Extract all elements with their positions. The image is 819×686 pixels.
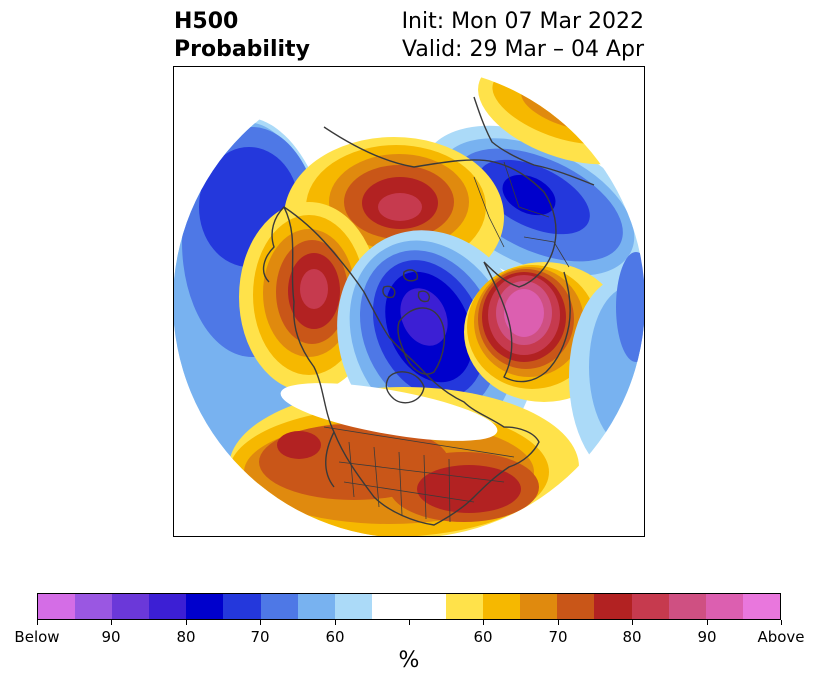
colorbar-tick bbox=[558, 620, 559, 625]
colorbar-segment bbox=[223, 594, 261, 619]
colorbar-tick-label: 60 bbox=[325, 628, 345, 646]
colorbar-tick bbox=[186, 620, 187, 625]
anomaly-below-north-atlantic bbox=[569, 252, 644, 477]
colorbar-tick bbox=[260, 620, 261, 625]
colorbar-segment bbox=[668, 594, 706, 619]
colorbar-segment bbox=[334, 594, 372, 619]
state-borders bbox=[323, 161, 570, 523]
colorbar-segment bbox=[483, 594, 521, 619]
colorbar-tick-label: Above bbox=[757, 628, 805, 646]
colorbar-segment bbox=[149, 594, 187, 619]
colorbar-tick bbox=[707, 620, 708, 625]
colorbar-tick bbox=[483, 620, 484, 625]
colorbar-segment bbox=[112, 594, 150, 619]
colorbar-segment bbox=[297, 594, 335, 619]
colorbar-segment bbox=[742, 594, 780, 619]
title-right: Init: Mon 07 Mar 2022 Valid: 29 Mar – 04… bbox=[402, 8, 644, 64]
colorbar-segment bbox=[371, 594, 409, 619]
colorbar-tick bbox=[409, 620, 410, 625]
colorbar-tick-label: 80 bbox=[622, 628, 642, 646]
colorbar-segment bbox=[75, 594, 113, 619]
colorbar-segment bbox=[705, 594, 743, 619]
colorbar-segment bbox=[186, 594, 224, 619]
title-valid-range: Valid: 29 Mar – 04 Apr bbox=[402, 37, 644, 62]
colorbar-tick-label: 70 bbox=[250, 628, 270, 646]
colorbar-segment bbox=[260, 594, 298, 619]
probability-map bbox=[174, 67, 644, 536]
colorbar-tick-label: 90 bbox=[101, 628, 121, 646]
colorbar-units: % bbox=[398, 648, 420, 673]
colorbar-tick bbox=[632, 620, 633, 625]
colorbar-segment bbox=[38, 594, 76, 619]
map-panel bbox=[173, 66, 645, 537]
colorbar-segment bbox=[446, 594, 484, 619]
colorbar-tick bbox=[37, 620, 38, 625]
colorbar-tick-label: 60 bbox=[473, 628, 493, 646]
colorbar-tick-label: 90 bbox=[697, 628, 717, 646]
colorbar-segment bbox=[408, 594, 447, 619]
colorbar-segment bbox=[520, 594, 558, 619]
colorbar-tick bbox=[111, 620, 112, 625]
colorbar-tick-label: 70 bbox=[548, 628, 568, 646]
title-left: H500 Probability bbox=[174, 8, 310, 64]
colorbar-tick bbox=[781, 620, 782, 625]
title-variable: H500 bbox=[174, 9, 239, 34]
colorbar-segment bbox=[557, 594, 595, 619]
title-init-date: Init: Mon 07 Mar 2022 bbox=[401, 9, 644, 34]
colorbar-tick-label: 80 bbox=[176, 628, 196, 646]
title-product: Probability bbox=[174, 37, 310, 62]
colorbar-segment bbox=[594, 594, 632, 619]
colorbar-segment bbox=[631, 594, 669, 619]
colorbar-tick-label: Below bbox=[14, 628, 60, 646]
colorbar bbox=[37, 593, 781, 620]
coastlines bbox=[262, 96, 595, 526]
colorbar-tick bbox=[335, 620, 336, 625]
